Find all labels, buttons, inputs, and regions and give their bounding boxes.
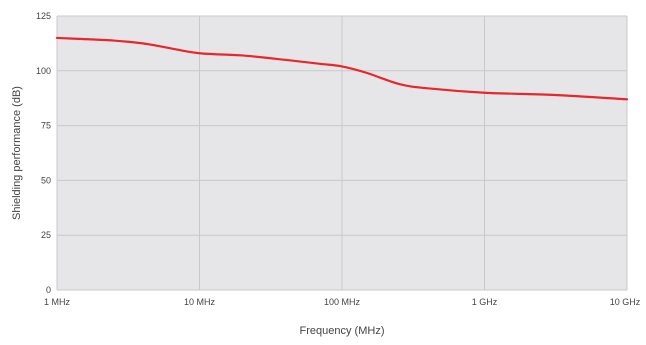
y-tick-label: 75 (41, 121, 51, 131)
x-tick-label: 10 GHz (610, 297, 641, 307)
y-tick-label: 25 (41, 230, 51, 240)
y-axis-ticks: 0 25 50 75 100 125 (36, 11, 51, 295)
series-lines (55, 36, 629, 101)
x-tick-label: 100 MHz (324, 297, 361, 307)
grid-lines (56, 15, 628, 291)
x-tick-label: 1 MHz (44, 297, 71, 307)
x-tick-label: 10 MHz (184, 297, 216, 307)
series-line (55, 36, 629, 101)
x-tick-label: 1 GHz (472, 297, 498, 307)
y-tick-label: 50 (41, 175, 51, 185)
y-axis-label: Shielding performance (dB) (11, 86, 23, 220)
x-axis-ticks: 1 MHz 10 MHz 100 MHz 1 GHz 10 GHz (44, 297, 641, 307)
y-tick-label: 100 (36, 66, 51, 76)
y-tick-label: 0 (46, 285, 51, 295)
y-tick-label: 125 (36, 11, 51, 21)
x-axis-label: Frequency (MHz) (300, 325, 385, 337)
